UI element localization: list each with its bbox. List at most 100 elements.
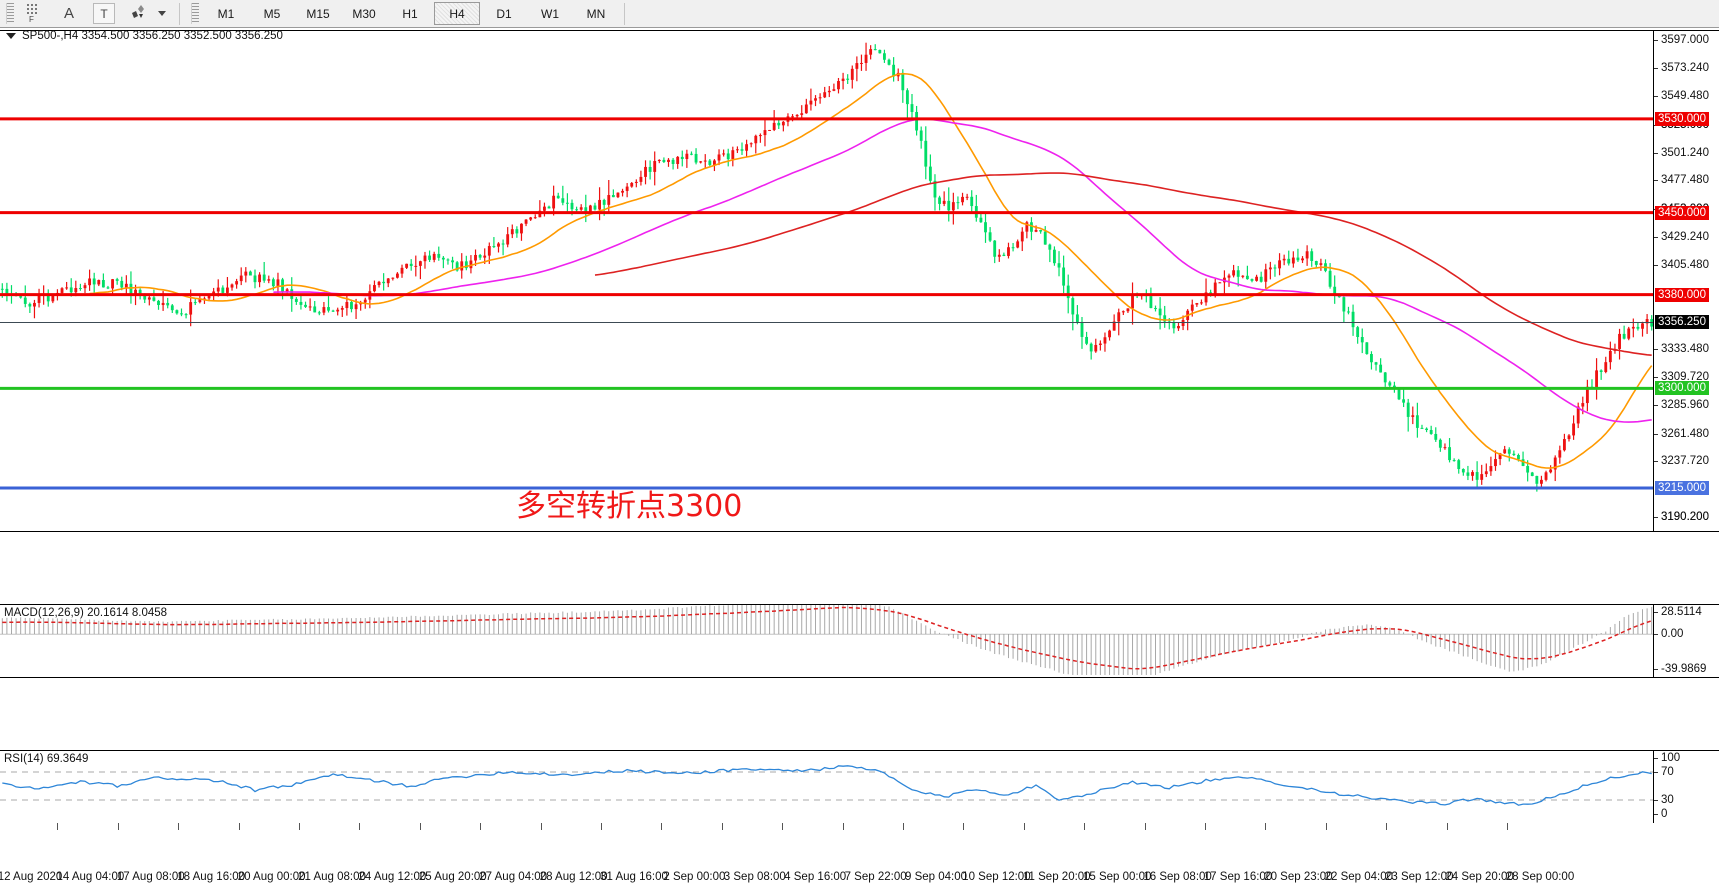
toolbar-grip-timeframes[interactable] [191,3,199,24]
price-level-badge-current-price[interactable]: 3356.250 [1655,315,1709,330]
time-tick-label: 3 Sep 08:00 [723,871,786,883]
price-pane[interactable]: 多空转折点3300 3597.0003573.2403549.4803525.0… [0,30,1719,532]
price-tick-label: 3573.240 [1654,62,1709,74]
price-tick-label: 3597.000 [1654,34,1709,46]
time-tick-label: 20 Sep 23:00 [1264,871,1333,883]
timeframe-m30[interactable]: M30 [352,6,376,21]
price-tick-label: 3549.480 [1654,90,1709,102]
macd-axis[interactable]: 28.5114 0.00 -39.9869 [1653,605,1719,677]
rsi-plot-area[interactable] [0,751,1654,823]
time-tick [1084,823,1086,830]
time-tick [1325,823,1327,830]
symbol-ohlc-text: SP500-,H4 3354.500 3356.250 3352.500 335… [22,30,283,42]
time-tick [299,823,300,830]
time-tick [721,823,723,830]
time-tick-label: 17 Aug 08:00 [116,871,185,883]
time-tick [1023,823,1025,830]
price-level-badge-support[interactable]: 3215.000 [1655,480,1709,495]
macd-indicator-label: MACD(12,26,9) 20.1614 8.0458 [4,607,168,619]
symbol-info-bar: SP500-,H4 3354.500 3356.250 3352.500 335… [0,28,283,44]
time-tick [963,823,965,830]
price-tick-label: 3190.200 [1654,511,1709,523]
macd-tick-label: -39.9869 [1654,663,1706,675]
toolbar-grip-objects[interactable] [6,3,14,24]
time-tick [1446,823,1448,830]
timeframe-m1[interactable]: M1 [217,6,235,21]
macd-tick-label: 28.5114 [1654,606,1702,618]
timeframe-group: M1 M5 M15 M30 H1 H4 D1 W1 MN [203,2,619,25]
time-tick [601,823,602,830]
time-tick-label: 20 Aug 00:00 [237,871,306,883]
time-tick [1507,823,1508,830]
pivot-annotation-text: 多空转折点3300 [516,489,743,524]
time-tick [178,823,180,830]
toolbar-separator [179,2,180,25]
time-tick [540,823,542,830]
price-tick-label: 3501.240 [1654,147,1709,159]
time-axis[interactable]: 12 Aug 2020 14 Aug 04:00 17 Aug 08:00 18 Au… [0,823,1719,895]
time-tick [842,823,844,830]
price-tick-label: 3333.480 [1654,343,1709,355]
time-tick [117,823,119,830]
price-tick-label: 3285.960 [1654,399,1709,411]
timeframe-m15[interactable]: M15 [306,6,330,21]
time-tick [419,823,421,830]
time-tick [359,823,361,830]
price-tick-label: 3261.480 [1654,428,1709,440]
time-tick-label: 23 Sep 12:00 [1384,871,1454,883]
price-level-badge-resistance[interactable]: 3380.000 [1655,287,1709,302]
svg-text:F: F [29,15,34,23]
chart-menu-caret-icon[interactable] [6,33,16,39]
timeframe-m5[interactable]: M5 [263,6,281,21]
crosshair-glyph: F [26,4,37,23]
price-tick-label: 3405.480 [1654,259,1709,271]
rsi-series-svg [0,765,1654,806]
macd-plot-area[interactable] [0,605,1654,677]
timeframe-w1[interactable]: W1 [541,6,559,21]
time-tick-label: 28 Aug 12:00 [539,871,608,883]
price-plot-area[interactable]: 多空转折点3300 [0,31,1654,531]
time-tick-label: 25 Aug 20:00 [418,871,487,883]
objects-dropdown-icon[interactable] [158,11,166,16]
price-level-badge-pivot[interactable]: 3300.000 [1655,381,1709,396]
rsi-pane[interactable]: RSI(14) 69.3649 100 70 30 0 [0,750,1719,824]
text-label-icon[interactable]: T [93,3,115,24]
time-tick [1205,823,1206,830]
timeframe-h1[interactable]: H1 [402,6,418,21]
rsi-tick-label: 0 [1654,808,1667,820]
candlestick-series [0,42,1654,492]
time-tick [1265,823,1267,830]
price-tick-label: 3429.240 [1654,231,1709,243]
time-tick [480,823,482,830]
time-tick-label: 16 Sep 08:00 [1143,871,1212,883]
macd-pane[interactable]: MACD(12,26,9) 20.1614 8.0458 28.5114 0.00… [0,604,1719,678]
timeframe-d1[interactable]: D1 [496,6,512,21]
time-tick-label: 9 Sep 04:00 [904,871,968,883]
drawing-objects-icon[interactable] [122,1,156,26]
text-object-icon[interactable]: A [63,5,74,22]
macd-tick-label: 0.00 [1654,628,1683,640]
time-tick-label: 22 Sep 04:00 [1324,871,1394,883]
rsi-line [2,765,1652,806]
price-series-svg [0,42,1654,492]
rsi-tick-label: 70 [1654,766,1674,778]
objects-glyph [131,5,144,18]
price-axis[interactable]: 3597.0003573.2403549.4803525.0003501.240… [1653,31,1719,531]
timeframe-h4[interactable]: H4 [434,2,480,25]
crosshair-icon[interactable]: F [18,1,52,26]
time-tick-label: 14 Aug 04:00 [56,871,125,883]
time-tick [661,823,663,830]
time-tick-label: 21 Aug 08:00 [298,871,366,883]
time-tick-label: 10 Sep 12:00 [962,871,1031,883]
rsi-axis[interactable]: 100 70 30 0 [1653,751,1719,823]
price-level-badge-resistance[interactable]: 3450.000 [1655,205,1709,220]
price-level-badge-resistance[interactable]: 3530.000 [1655,111,1709,126]
timeframe-mn[interactable]: MN [586,6,606,21]
price-tick-label: 3237.720 [1654,455,1709,467]
time-tick-label: 31 Aug 16:00 [600,871,668,883]
time-tick-label: 2 Sep 00:00 [663,871,726,883]
time-tick-label: 24 Aug 12:00 [358,871,427,883]
time-tick-label: 12 Aug 2020 [0,871,63,883]
time-tick [1386,823,1388,830]
